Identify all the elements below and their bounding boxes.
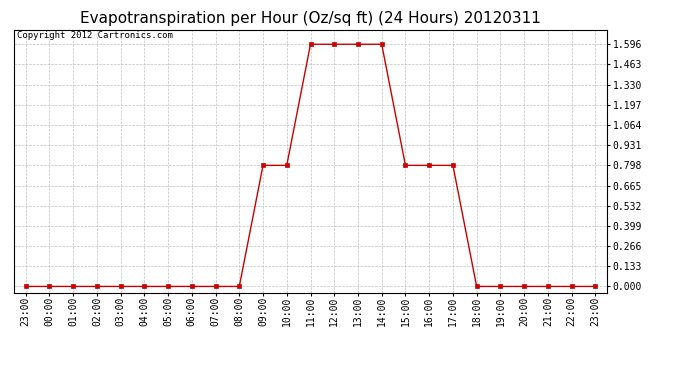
Text: Evapotranspiration per Hour (Oz/sq ft) (24 Hours) 20120311: Evapotranspiration per Hour (Oz/sq ft) (… <box>80 11 541 26</box>
Text: Copyright 2012 Cartronics.com: Copyright 2012 Cartronics.com <box>17 32 172 40</box>
